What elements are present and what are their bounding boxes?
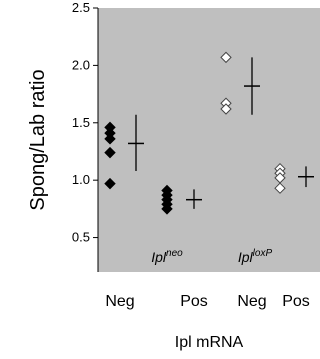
group-labels: Iplneo IplloxP	[151, 248, 272, 265]
y-tick-label: 1.5	[72, 115, 90, 130]
data-point	[274, 182, 286, 194]
plot-area	[98, 8, 320, 272]
data-point	[220, 103, 232, 115]
data-marks	[104, 51, 314, 215]
y-axis-label: Spong/Lab ratio	[27, 69, 49, 210]
data-point	[220, 51, 232, 64]
series-3	[274, 162, 314, 194]
group-label: Iplneo	[151, 248, 183, 265]
group-label: IplloxP	[238, 248, 273, 265]
series-2	[220, 51, 260, 115]
data-point	[161, 203, 173, 215]
x-tick-label: Pos	[282, 293, 310, 310]
group-label-base: Ipl	[151, 249, 167, 265]
series-1	[161, 184, 202, 215]
y-tick-label: 2.5	[72, 0, 90, 15]
y-axis-ticks: 0.5 1.0 1.5 2.0 2.5	[72, 0, 98, 245]
data-point	[104, 177, 116, 190]
y-tick-label: 1.0	[72, 172, 90, 187]
x-tick-label: Neg	[105, 293, 134, 310]
data-point	[104, 133, 116, 145]
y-tick-label: 2.0	[72, 57, 90, 72]
series-0	[104, 114, 144, 190]
x-axis-tick-labels: Neg Pos Neg Pos	[105, 293, 309, 310]
group-label-superscript: loxP	[253, 248, 273, 259]
x-tick-label: Neg	[237, 293, 266, 310]
data-point	[104, 146, 116, 159]
y-tick-label: 0.5	[72, 230, 90, 245]
group-label-base: Ipl	[238, 249, 254, 265]
x-axis-label: Ipl mRNA	[175, 334, 244, 351]
group-label-superscript: neo	[166, 248, 183, 259]
x-tick-label: Pos	[180, 293, 208, 310]
